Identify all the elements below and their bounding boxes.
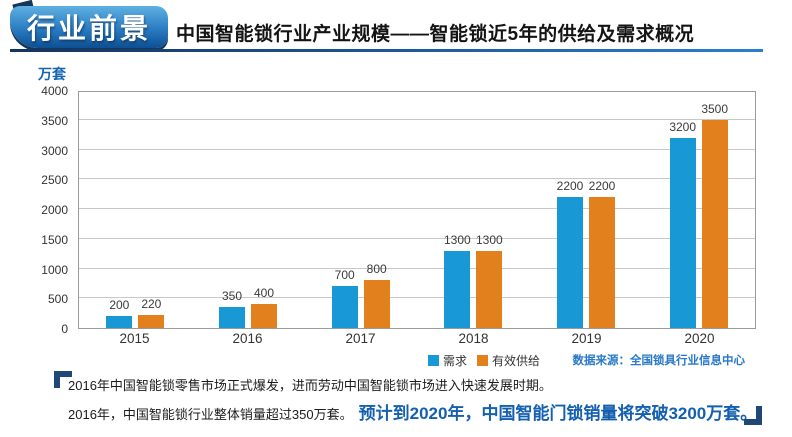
bar-value-label: 800 <box>366 262 387 277</box>
x-tick-label-2019: 2019 <box>571 331 602 346</box>
x-tick-label-2020: 2020 <box>684 331 715 346</box>
y-tick-label: 1500 <box>41 232 68 247</box>
bar-group-2019: 2200 2200 <box>530 92 643 328</box>
y-tick-label: 500 <box>47 292 68 307</box>
bar-supply-2019 <box>589 197 616 328</box>
demand-swatch-icon <box>428 355 439 366</box>
bar-group-2016: 350 400 <box>192 92 305 328</box>
header-divider <box>10 49 763 52</box>
y-tick-label: 2000 <box>41 203 68 217</box>
bar-supply-2018 <box>476 250 503 328</box>
gridline <box>79 148 755 150</box>
page-title: 中国智能锁行业产业规模——智能锁近5年的供给及需求概况 <box>176 24 695 45</box>
bar-group-2017: 700 800 <box>304 92 417 328</box>
bar-group-2018: 1300 1300 <box>417 92 530 328</box>
y-tick-label: 3500 <box>41 113 68 128</box>
y-tick-label: 2500 <box>41 173 68 188</box>
bar-value-label: 220 <box>141 296 162 311</box>
y-tick-label: 4000 <box>41 84 68 98</box>
bar-demand-2019 <box>557 197 584 328</box>
y-tick-label: 0 <box>61 322 68 336</box>
bar-value-label: 3200 <box>669 119 697 134</box>
legend-item-demand: 需求 <box>428 352 467 369</box>
bar-supply-2015 <box>138 314 165 328</box>
gridline <box>79 118 755 120</box>
footer-text-line1: 2016年中国智能锁零售市场正式爆发，进而劳动中国智能锁市场进入快速发展时期。 <box>68 378 552 393</box>
bar-supply-2020 <box>701 119 728 328</box>
section-badge: 行业前景 <box>10 6 168 48</box>
y-tick-label: 1000 <box>41 262 68 277</box>
bar-value-label: 200 <box>109 298 130 313</box>
quote-corner-top-left <box>54 371 72 388</box>
bar-groups: 200 220 350 400 700 800 1300 1300 2200 2200 3200 35… <box>79 92 755 328</box>
y-axis-unit-label: 万套 <box>38 66 66 82</box>
section-badge-label: 行业前景 <box>26 13 151 44</box>
footer-line2-black: 2016年，中国智能锁行业整体销量超过350万套。 <box>68 407 353 422</box>
bar-value-label: 700 <box>334 268 355 283</box>
gridline <box>79 178 755 180</box>
supply-swatch-icon <box>477 355 489 366</box>
legend-label-supply: 有效供给 <box>492 354 541 368</box>
quote-corner-bottom-right <box>744 406 762 425</box>
bar-value-label: 350 <box>221 289 243 304</box>
gridline <box>79 297 755 299</box>
footer-line2-highlight: 预计到2020年，中国智能门锁销量将突破3200万套。 <box>358 404 758 423</box>
bar-value-label: 3500 <box>701 101 729 116</box>
gridline <box>79 267 755 269</box>
bar-group-2015: 200 220 <box>79 92 192 328</box>
bar-value-label: 2200 <box>588 179 616 194</box>
y-axis: 0 500 1000 1500 2000 2500 3000 3500 4000 <box>0 84 72 336</box>
legend-label-demand: 需求 <box>443 354 468 368</box>
bar-demand-2015 <box>106 316 133 328</box>
legend-item-supply: 有效供给 <box>477 352 540 369</box>
x-tick-label-2016: 2016 <box>232 331 263 346</box>
bar-value-label: 400 <box>253 286 275 301</box>
x-tick-label-2015: 2015 <box>119 331 150 346</box>
y-tick-label: 3000 <box>41 143 68 158</box>
gridline <box>79 208 755 209</box>
footer-text-line2: 2016年，中国智能锁行业整体销量超过350万套。 预计到2020年，中国智能门锁… <box>68 399 757 424</box>
bar-demand-2016 <box>219 307 245 328</box>
bar-value-label: 2200 <box>556 179 584 194</box>
bar-demand-2020 <box>669 137 696 328</box>
bar-demand-2017 <box>331 286 358 328</box>
bar-group-2020: 3200 3500 <box>642 92 755 328</box>
bar-demand-2018 <box>444 250 471 328</box>
bar-value-label: 1300 <box>443 232 471 247</box>
x-axis: 2015 2016 2017 2018 2019 2020 <box>78 331 756 346</box>
gridline <box>79 237 755 239</box>
plot-area: 200 220 350 400 700 800 1300 1300 2200 2200 3200 35… <box>78 91 756 329</box>
x-tick-label-2017: 2017 <box>345 331 376 346</box>
x-tick-label-2018: 2018 <box>458 331 489 346</box>
bar-value-label: 1300 <box>475 232 503 247</box>
chart-legend: 需求 有效供给 <box>428 352 540 369</box>
bar-supply-2016 <box>251 304 277 328</box>
bar-supply-2017 <box>363 280 390 328</box>
data-source-note: 数据来源：全国锁具行业信息中心 <box>572 355 746 367</box>
